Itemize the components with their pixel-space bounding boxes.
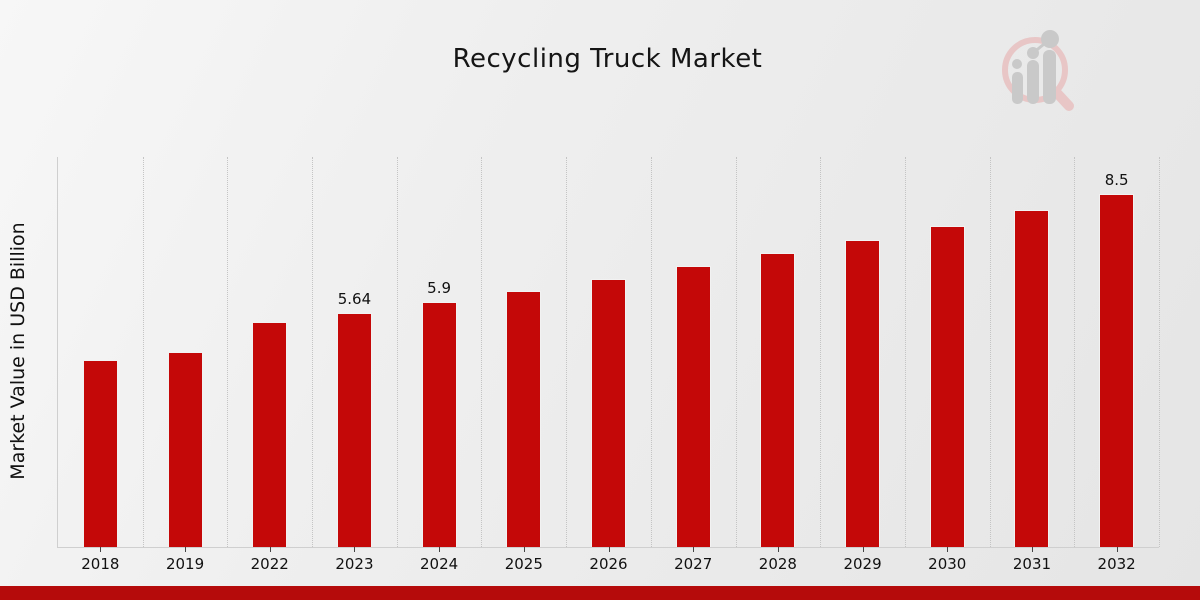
gridline (989, 157, 991, 547)
gridline (566, 157, 568, 547)
x-tick-label-2022: 2022 (250, 555, 289, 573)
bar-2029 (845, 239, 881, 547)
bar-2032 (1099, 194, 1135, 547)
x-tick (1116, 547, 1118, 552)
x-tick-label-2018: 2018 (81, 555, 120, 573)
bar-value-label-2032: 8.5 (1104, 171, 1129, 190)
x-tick-label-2026: 2026 (589, 555, 628, 573)
x-tick (777, 547, 779, 552)
x-tick-label-2027: 2027 (674, 555, 713, 573)
bar-2028 (760, 253, 796, 547)
bar-2018 (82, 359, 118, 547)
gridline (312, 157, 314, 547)
x-tick (862, 547, 864, 552)
x-tick-label-2030: 2030 (928, 555, 967, 573)
x-tick-label-2032: 2032 (1097, 555, 1136, 573)
bottom-accent-strip (0, 586, 1200, 600)
gridline (481, 157, 483, 547)
bar-value-label-2024: 5.9 (427, 279, 452, 298)
gridline (396, 157, 398, 547)
x-tick (269, 547, 271, 552)
bar-2027 (675, 266, 711, 547)
x-tick (185, 547, 187, 552)
magnifier-growth-chart-logo (1002, 30, 1074, 111)
bar-2030 (929, 226, 965, 547)
chart-title: Recycling Truck Market (452, 44, 763, 74)
gridline (904, 157, 906, 547)
bar-2026 (591, 278, 626, 547)
x-tick-label-2031: 2031 (1012, 555, 1052, 573)
x-tick-label-2023: 2023 (335, 555, 374, 573)
bar-2024 (421, 302, 457, 547)
x-tick (1031, 547, 1033, 552)
x-tick-label-2028: 2028 (758, 555, 797, 573)
x-tick (693, 547, 695, 552)
plot-area: 2018 2019 2022 5.64 2023 5.9 2024 2025 2026 2027 2… (57, 157, 1160, 573)
x-tick (523, 547, 525, 552)
x-tick (947, 547, 949, 552)
gridline (1159, 157, 1160, 547)
y-axis-label: Market Value in USD Billion (7, 222, 29, 480)
gridline (735, 157, 737, 547)
gridline (1074, 157, 1076, 547)
x-tick (439, 547, 441, 552)
bar-2022 (252, 322, 288, 547)
x-tick (100, 547, 102, 552)
x-tick-label-2029: 2029 (843, 555, 882, 573)
gridline (650, 157, 652, 547)
bar-2023 (336, 313, 372, 547)
bar-value-label-2023: 5.64 (337, 290, 372, 308)
x-tick-label-2024: 2024 (420, 555, 459, 573)
x-tick-label-2025: 2025 (504, 555, 543, 573)
x-tick-label-2019: 2019 (165, 555, 205, 573)
gridline (820, 157, 822, 547)
gridline (227, 157, 229, 547)
x-tick (608, 547, 610, 552)
x-tick (354, 547, 356, 552)
bar-2019 (167, 352, 203, 547)
gridline (142, 157, 144, 547)
bar-2025 (506, 291, 542, 547)
bar-2031 (1014, 210, 1050, 547)
